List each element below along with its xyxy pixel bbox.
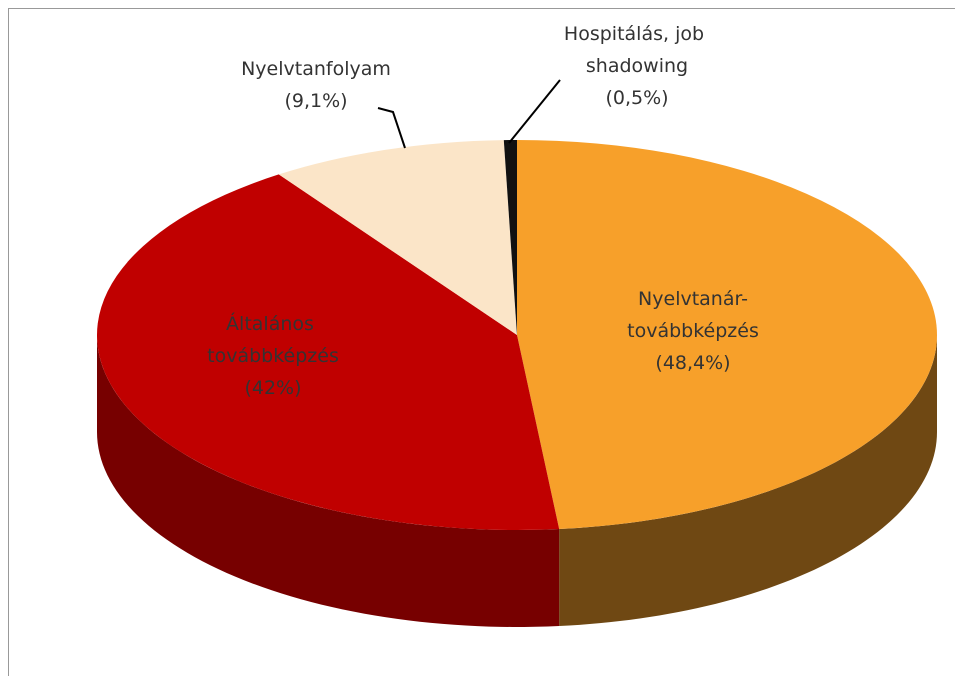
value-label: (48,4%) — [655, 352, 730, 374]
slice — [503, 140, 517, 335]
slice — [517, 140, 937, 530]
value-label: (9,1%) — [284, 90, 347, 112]
slice — [278, 140, 517, 335]
slice — [96, 174, 560, 530]
leader-line — [377, 107, 406, 149]
slice-side — [97, 335, 560, 627]
slice-label: Hospitálás, job shadowing — [564, 23, 710, 77]
slice-label: Nyelvtanfolyam — [241, 58, 391, 80]
value-label: (42%) — [244, 377, 301, 399]
slice-label: Nyelvtanár-továbbképzés — [627, 288, 759, 342]
leader-line — [508, 79, 561, 144]
value-label: (0,5%) — [605, 87, 668, 109]
slice-side — [559, 335, 937, 627]
slice-label: Általános továbbképzés — [207, 312, 339, 367]
